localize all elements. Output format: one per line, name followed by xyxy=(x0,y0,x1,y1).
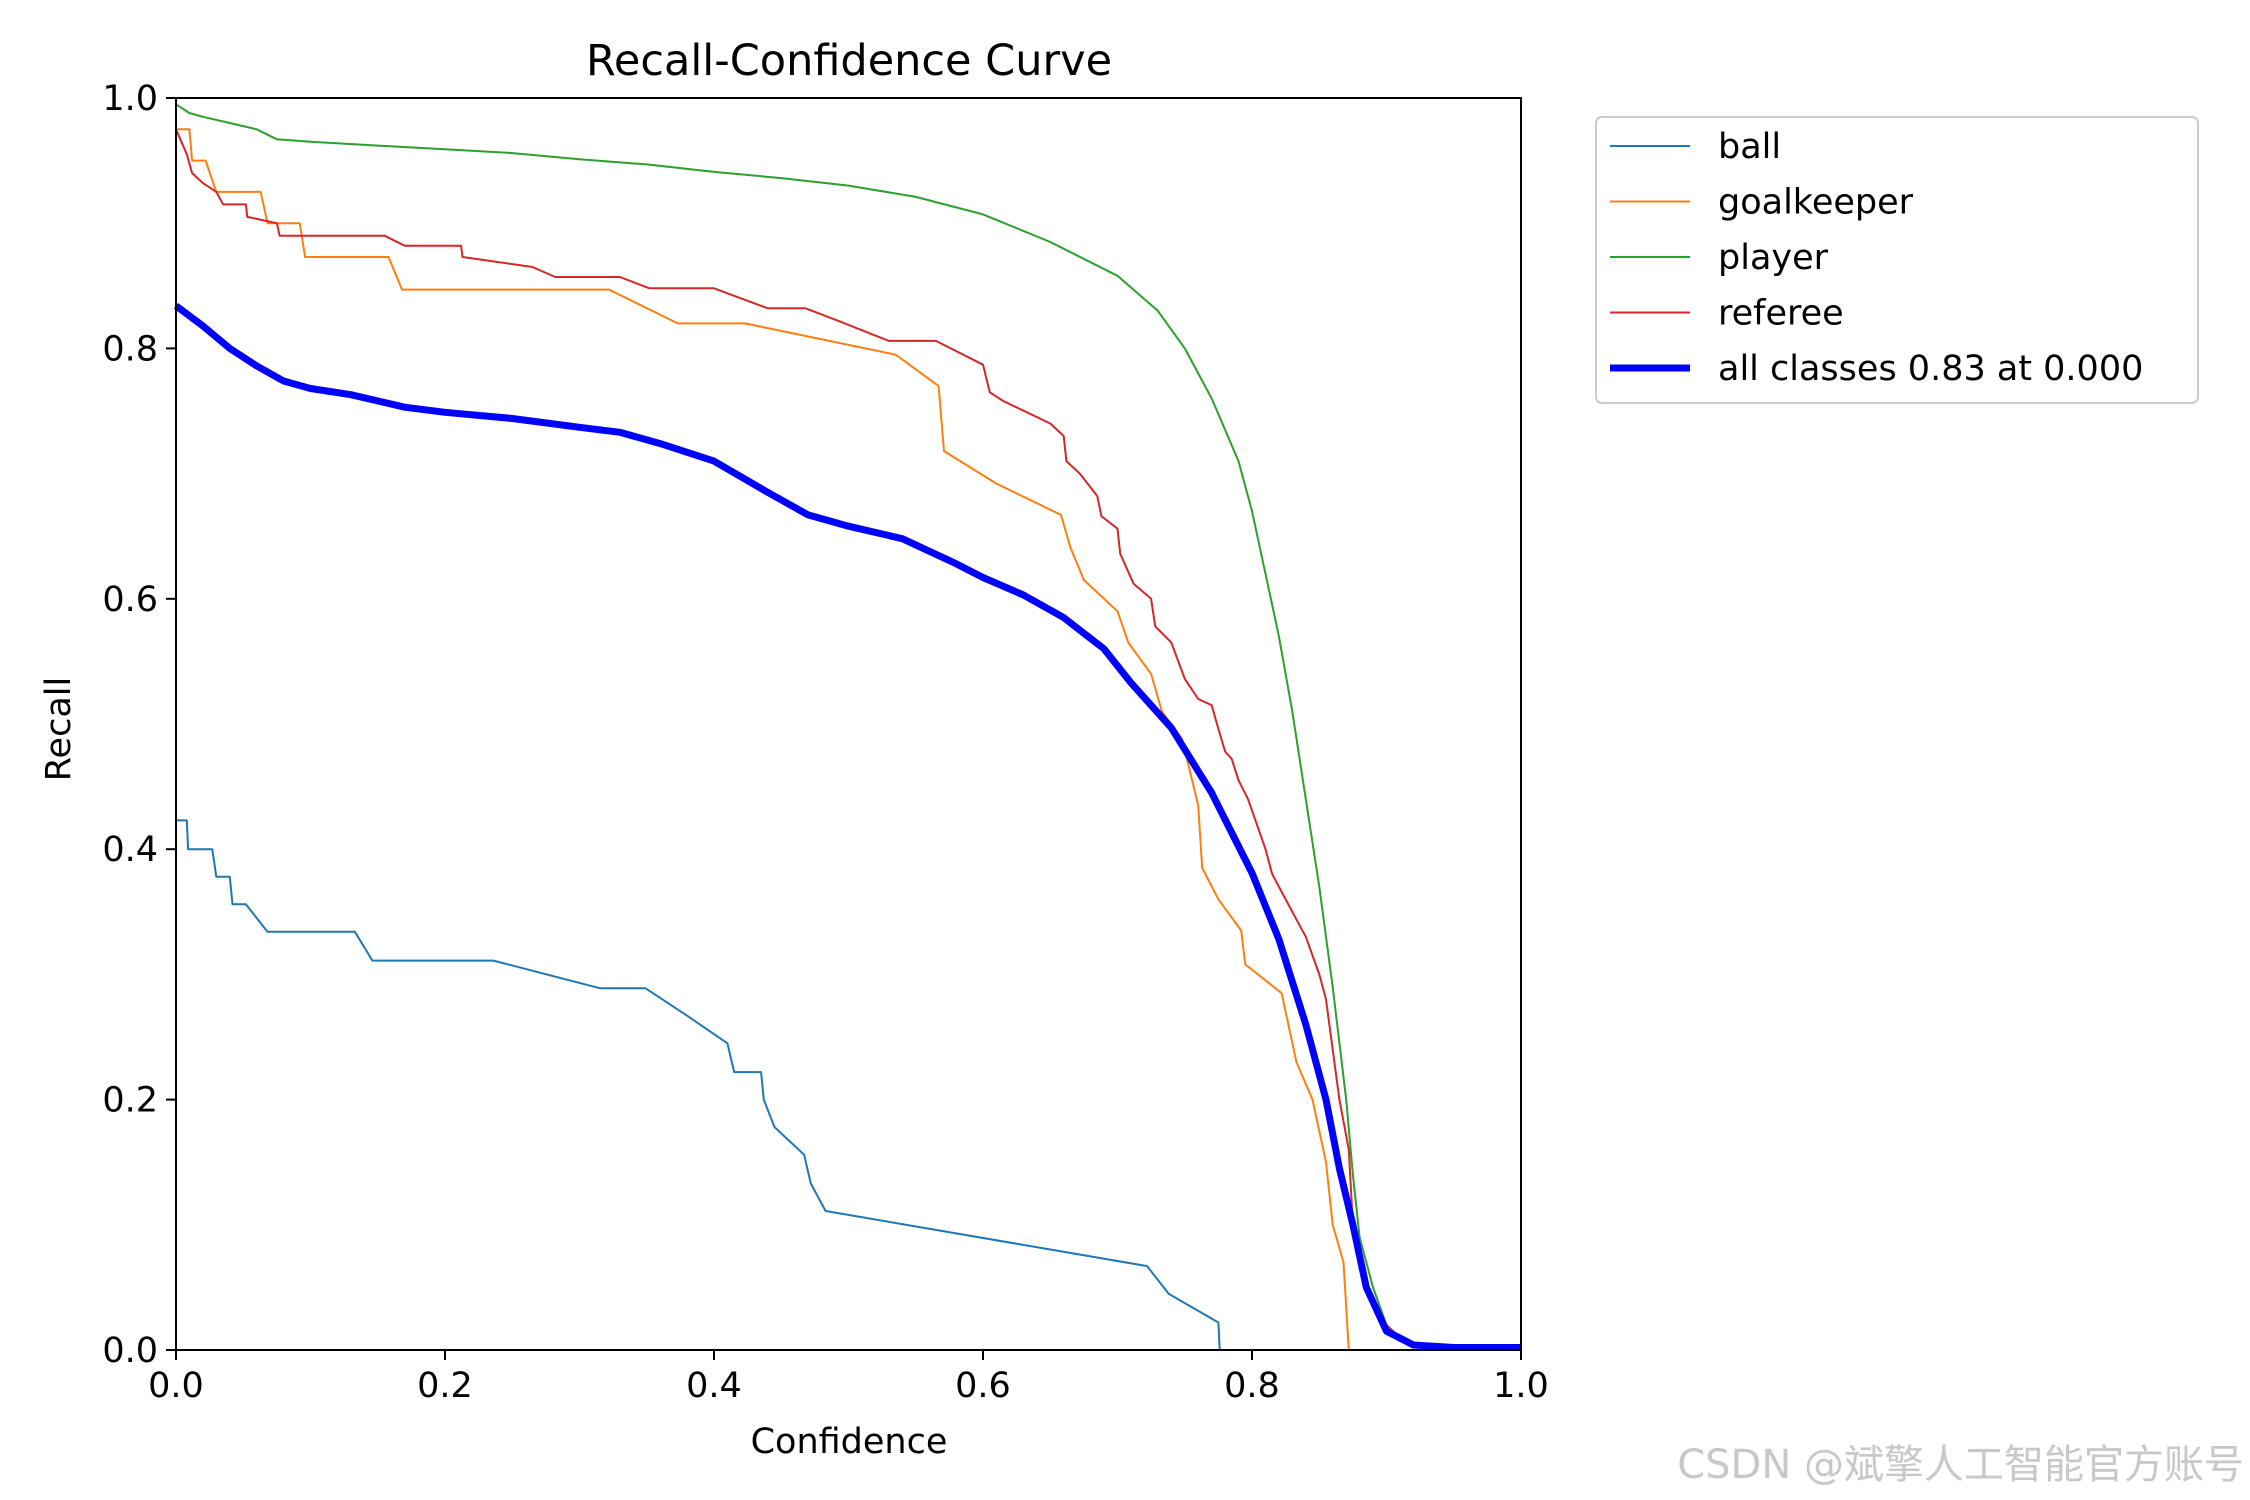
series-line-4 xyxy=(173,302,1521,1351)
y-tick-label: 1.0 xyxy=(102,79,158,119)
legend-label-1: goalkeeper xyxy=(1718,183,1914,223)
y-tick-label: 0.0 xyxy=(102,1331,158,1371)
y-tick-label: 0.4 xyxy=(102,830,158,870)
plot-lines xyxy=(173,103,1521,1351)
watermark: CSDN @斌擎人工智能官方账号 xyxy=(1677,1442,2244,1488)
x-axis-label: Confidence xyxy=(751,1422,948,1462)
y-tick-label: 0.2 xyxy=(102,1081,158,1121)
x-axis-ticks: 0.0 0.2 0.4 0.6 0.8 1.0 xyxy=(148,1350,1549,1406)
x-tick-label: 0.2 xyxy=(417,1366,473,1406)
chart-title: Recall-Confidence Curve xyxy=(586,36,1112,86)
x-tick-label: 0.6 xyxy=(955,1366,1011,1406)
y-tick-label: 0.6 xyxy=(102,580,158,620)
y-axis-ticks: 0.0 0.2 0.4 0.6 0.8 1.0 xyxy=(102,79,176,1371)
legend-frame xyxy=(1595,116,2199,404)
x-tick-label: 0.4 xyxy=(686,1366,742,1406)
legend-label-2: player xyxy=(1718,238,1829,278)
legend-label-0: ball xyxy=(1718,127,1781,167)
legend-label-4: all classes 0.83 at 0.000 xyxy=(1718,349,2143,389)
series-line-1 xyxy=(176,128,1521,1351)
y-tick-label: 0.8 xyxy=(102,329,158,369)
legend: ball goalkeeper player referee all classes 0… xyxy=(1595,116,2199,404)
series-line-2 xyxy=(175,103,1521,1349)
y-axis-label: Recall xyxy=(39,677,79,781)
series-line-3 xyxy=(175,128,1521,1348)
plot-frame xyxy=(175,97,1522,1351)
x-tick-label: 1.0 xyxy=(1493,1366,1549,1406)
x-tick-label: 0.8 xyxy=(1224,1366,1280,1406)
legend-label-3: referee xyxy=(1718,294,1844,334)
x-tick-label: 0.0 xyxy=(148,1366,204,1406)
series-line-0 xyxy=(176,819,1521,1351)
